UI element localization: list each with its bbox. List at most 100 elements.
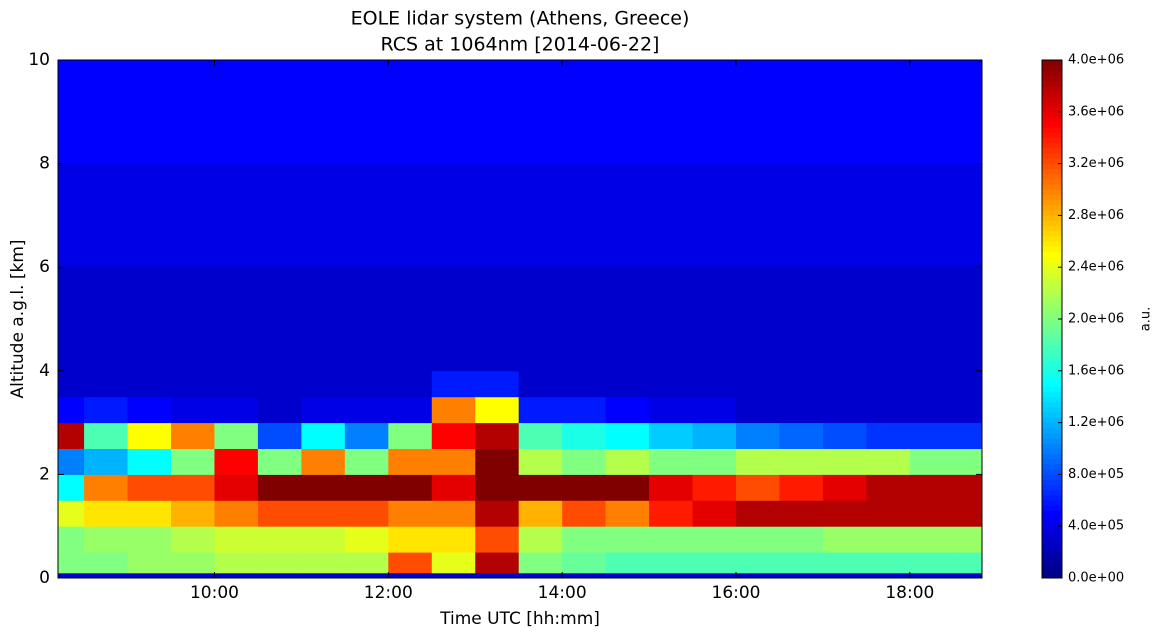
heatmap-cell [953,397,982,423]
heatmap-cell [214,371,258,397]
heatmap-cell [953,423,982,449]
heatmap-cell [779,60,823,164]
heatmap-cell [910,552,954,573]
heatmap-cell [84,164,128,268]
colorbar-strip [1042,324,1062,330]
colorbar-strip [1042,80,1062,86]
colorbar-strip [1042,158,1062,164]
heatmap-cell [258,267,302,371]
heatmap-cell [388,449,432,475]
colorbar-strip [1042,179,1062,185]
colorbar-strip [1042,433,1062,439]
colorbar-strip [1042,96,1062,102]
heatmap-cell [866,500,910,526]
colorbar-strip [1042,422,1062,428]
heatmap-cell [388,60,432,164]
heatmap-cell [693,449,737,475]
heatmap-cell [475,526,519,552]
heatmap-cell [432,526,476,552]
heatmap-cell [258,60,302,164]
colorbar-strip [1042,303,1062,309]
colorbar-strip [1042,70,1062,76]
heatmap-cell [345,60,389,164]
heatmap-cell [910,449,954,475]
heatmap-cell [953,500,982,526]
heatmap-cell [910,371,954,397]
heatmap-cell [693,60,737,164]
colorbar-strip [1042,355,1062,361]
heatmap-cell [214,526,258,552]
heatmap-cell [649,371,693,397]
colorbar-strip [1042,106,1062,112]
colorbar-strip [1042,163,1062,169]
heatmap-cell [258,526,302,552]
x-tick-label: 12:00 [364,583,413,603]
heatmap-cell [736,60,780,164]
chart: EOLE lidar system (Athens, Greece) RCS a… [0,0,1155,629]
heatmap-cell [345,267,389,371]
colorbar-strip [1042,490,1062,496]
colorbar-strip [1042,189,1062,195]
colorbar-strip [1042,521,1062,527]
heatmap-cell [823,397,867,423]
x-tick-label: 18:00 [885,583,934,603]
colorbar-strip [1042,251,1062,257]
heatmap-cell [171,397,215,423]
colorbar-tick-label: 1.6e+06 [1068,363,1124,378]
heatmap-cell [606,423,650,449]
colorbar-strip [1042,365,1062,371]
heatmap-cell [649,397,693,423]
heatmap-cell [58,371,85,397]
heatmap-cell [345,500,389,526]
x-tick-label: 14:00 [538,583,587,603]
heatmap-cell [214,60,258,164]
heatmap-cell [519,60,563,164]
heatmap-cell [779,164,823,268]
colorbar-strip [1042,541,1062,547]
colorbar-strip [1042,500,1062,506]
heatmap-cell [562,267,606,371]
colorbar-strip [1042,350,1062,356]
heatmap-cell [606,267,650,371]
colorbar-strip [1042,215,1062,221]
heatmap-cell [779,371,823,397]
heatmap-cell [953,526,982,552]
heatmap-cell [519,164,563,268]
colorbar-strip [1042,412,1062,418]
heatmap-cell [779,267,823,371]
heatmap-cell [301,449,345,475]
heatmap-cell [736,371,780,397]
heatmap-cell [519,526,563,552]
heatmap-cell [171,423,215,449]
heatmap-cell [301,474,345,500]
heatmap-cell [823,371,867,397]
colorbar-strip [1042,308,1062,314]
heatmap-cell [953,449,982,475]
heatmap-cell [475,552,519,573]
heatmap-cell [214,397,258,423]
colorbar-strip [1042,153,1062,159]
colorbar-label: a.u. [1139,307,1154,331]
heatmap-cell [301,500,345,526]
heatmap-cell [779,423,823,449]
heatmap-cell [693,552,737,573]
heatmap-cell [345,552,389,573]
colorbar-strip [1042,288,1062,294]
heatmap-cell [214,423,258,449]
heatmap-cell [171,267,215,371]
colorbar-strip [1042,137,1062,143]
heatmap-cell [301,371,345,397]
heatmap-cell [562,371,606,397]
heatmap-cell [345,449,389,475]
colorbar-strip [1042,495,1062,501]
heatmap-cell [649,449,693,475]
heatmap-cell [823,500,867,526]
heatmap-cell [84,371,128,397]
colorbar-tick-label: 1.2e+06 [1068,415,1124,430]
heatmap-cell [432,552,476,573]
colorbar-strip [1042,516,1062,522]
heatmap-cell [562,552,606,573]
colorbar-strip [1042,246,1062,252]
heatmap-cell [606,60,650,164]
heatmap-cell [301,164,345,268]
